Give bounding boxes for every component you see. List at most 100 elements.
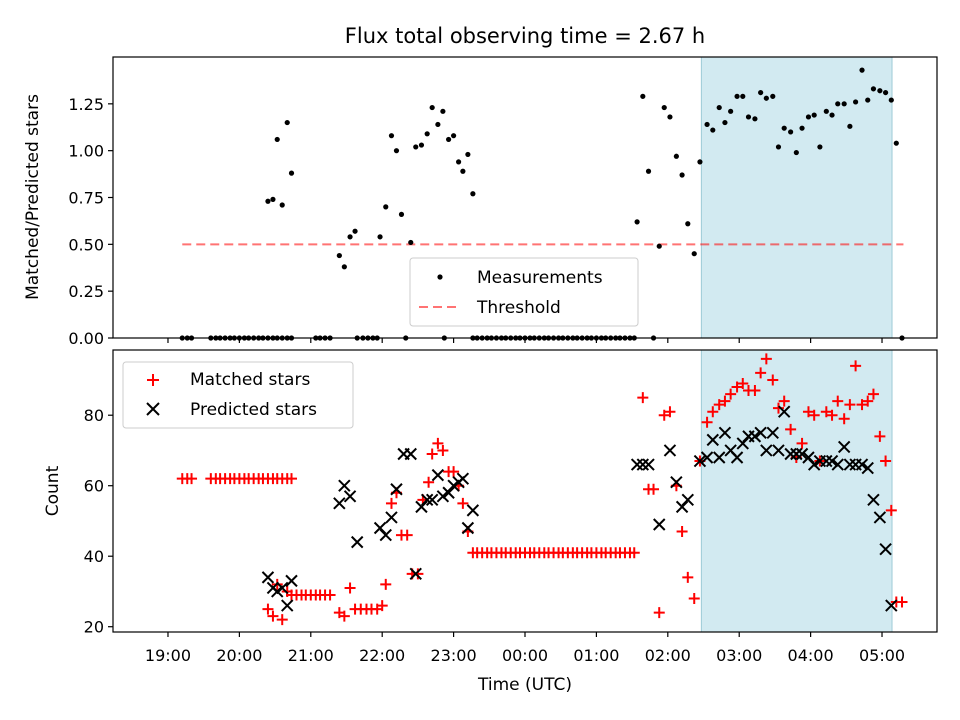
- top-ylabel: Matched/Predicted stars: [23, 94, 43, 300]
- matched-star-point: [286, 473, 298, 485]
- matched-star-point: [262, 603, 274, 615]
- measurement-point: [429, 104, 435, 111]
- matched-star-point: [653, 607, 665, 619]
- top-ytick-label: 0.75: [68, 189, 104, 208]
- bottom-xlabel: Time (UTC): [477, 675, 572, 695]
- measurement-point: [829, 112, 835, 118]
- measurement-point: [888, 97, 894, 103]
- measurement-point: [710, 127, 716, 133]
- predicted-star-point: [379, 528, 392, 542]
- measurement-point: [465, 151, 471, 158]
- predicted-star-point: [700, 451, 714, 464]
- matched-star-point: [701, 416, 713, 428]
- measurement-point: [673, 153, 679, 159]
- measurement-point: [882, 89, 889, 96]
- legend-threshold-label: Threshold: [476, 298, 561, 318]
- bottom-x-ticks: 19:00 20:00 21:00 22:00 23:00 00:00 01:00 02:00…: [145, 632, 905, 665]
- measurement-point: [445, 136, 452, 143]
- measurement-point: [716, 104, 722, 111]
- top-y-ticks: 0.00 0.25 0.50 0.75 1.00 1.25: [68, 95, 113, 348]
- predicted-star-point: [281, 599, 294, 612]
- predicted-star-point: [420, 493, 434, 507]
- measurement-point: [347, 234, 353, 240]
- predicted-star-point: [766, 426, 779, 440]
- bottom-ylabel: Count: [43, 465, 63, 516]
- measurement-point: [745, 114, 752, 120]
- matched-star-point: [896, 596, 908, 608]
- matched-star-point: [808, 409, 820, 421]
- measurement-point: [817, 144, 823, 150]
- predicted-star-point: [861, 461, 874, 475]
- measurement-point: [661, 104, 667, 111]
- predicted-star-point: [630, 458, 644, 471]
- measurement-point: [752, 116, 758, 122]
- matched-star-point: [767, 374, 779, 386]
- top-ytick-label: 1.00: [68, 142, 104, 161]
- measurement-point: [265, 198, 271, 204]
- matched-star-point: [426, 448, 438, 460]
- measurement-point: [823, 108, 829, 114]
- predicted-star-point: [409, 567, 422, 581]
- bottom-xtick-label: 21:00: [288, 646, 334, 665]
- measurement-point: [336, 252, 342, 259]
- predicted-star-point: [461, 521, 475, 535]
- predicted-star-point: [431, 468, 445, 482]
- measurement-point: [352, 228, 358, 234]
- top-shaded-region: [700, 56, 893, 339]
- measurement-point: [811, 112, 817, 118]
- predicted-star-point: [636, 458, 650, 471]
- top-legend-box: [409, 257, 639, 327]
- bottom-xtick-label: 00:00: [502, 646, 548, 665]
- predicted-star-point: [754, 426, 767, 440]
- matched-star-point: [658, 409, 670, 421]
- matched-star-point: [737, 377, 749, 389]
- predicted-star-point: [795, 447, 809, 461]
- predicted-star-point: [879, 542, 892, 556]
- measurement-point: [398, 211, 405, 217]
- matched-star-point: [850, 360, 862, 372]
- measurement-points: [179, 67, 905, 341]
- legend-predicted-marker: [146, 402, 160, 416]
- predicted-star-point: [748, 430, 762, 443]
- predicted-star-point: [873, 511, 887, 524]
- measurement-point: [859, 67, 865, 73]
- bottom-xtick-label: 20:00: [216, 646, 262, 665]
- matched-star-point: [276, 614, 288, 626]
- predicted-star-point: [760, 444, 773, 457]
- matched-star-point: [874, 430, 886, 442]
- top-legend: Measurements Threshold: [409, 257, 639, 327]
- measurement-point: [740, 93, 746, 99]
- measurement-point: [424, 131, 430, 137]
- bottom-y-ticks: 20 40 60 80: [84, 406, 113, 637]
- measurement-point: [470, 191, 476, 197]
- bottom-ytick-label: 20: [84, 618, 104, 637]
- predicted-star-point: [642, 458, 655, 471]
- predicted-star-point: [820, 454, 833, 468]
- measurement-point: [763, 95, 769, 101]
- bottom-legend-box: [122, 361, 354, 429]
- measurement-point: [341, 264, 347, 270]
- measurement-point: [691, 251, 697, 257]
- predicted-star-point: [693, 454, 707, 468]
- matched-star-point: [760, 353, 772, 365]
- predicted-star-point: [385, 511, 398, 524]
- matched-star-point: [778, 395, 790, 407]
- predicted-star-point: [285, 574, 298, 588]
- bottom-xtick-label: 22:00: [359, 646, 405, 665]
- matched-star-point: [324, 589, 336, 601]
- measurement-point: [288, 170, 295, 176]
- predicted-star-point: [831, 458, 844, 471]
- predicted-star-point: [730, 451, 744, 464]
- legend-measurements-label: Measurements: [477, 268, 603, 288]
- matched-star-point: [267, 610, 279, 622]
- measurement-point: [734, 93, 740, 99]
- bottom-xtick-label: 05:00: [859, 646, 905, 665]
- measurement-point: [877, 88, 883, 94]
- measurement-point: [270, 196, 276, 202]
- matched-star-point: [682, 571, 694, 583]
- matched-star-point: [772, 402, 784, 414]
- predicted-star-point: [843, 458, 857, 471]
- matched-star-point: [856, 399, 868, 411]
- measurement-point: [460, 168, 466, 174]
- predicted-star-point: [867, 493, 880, 507]
